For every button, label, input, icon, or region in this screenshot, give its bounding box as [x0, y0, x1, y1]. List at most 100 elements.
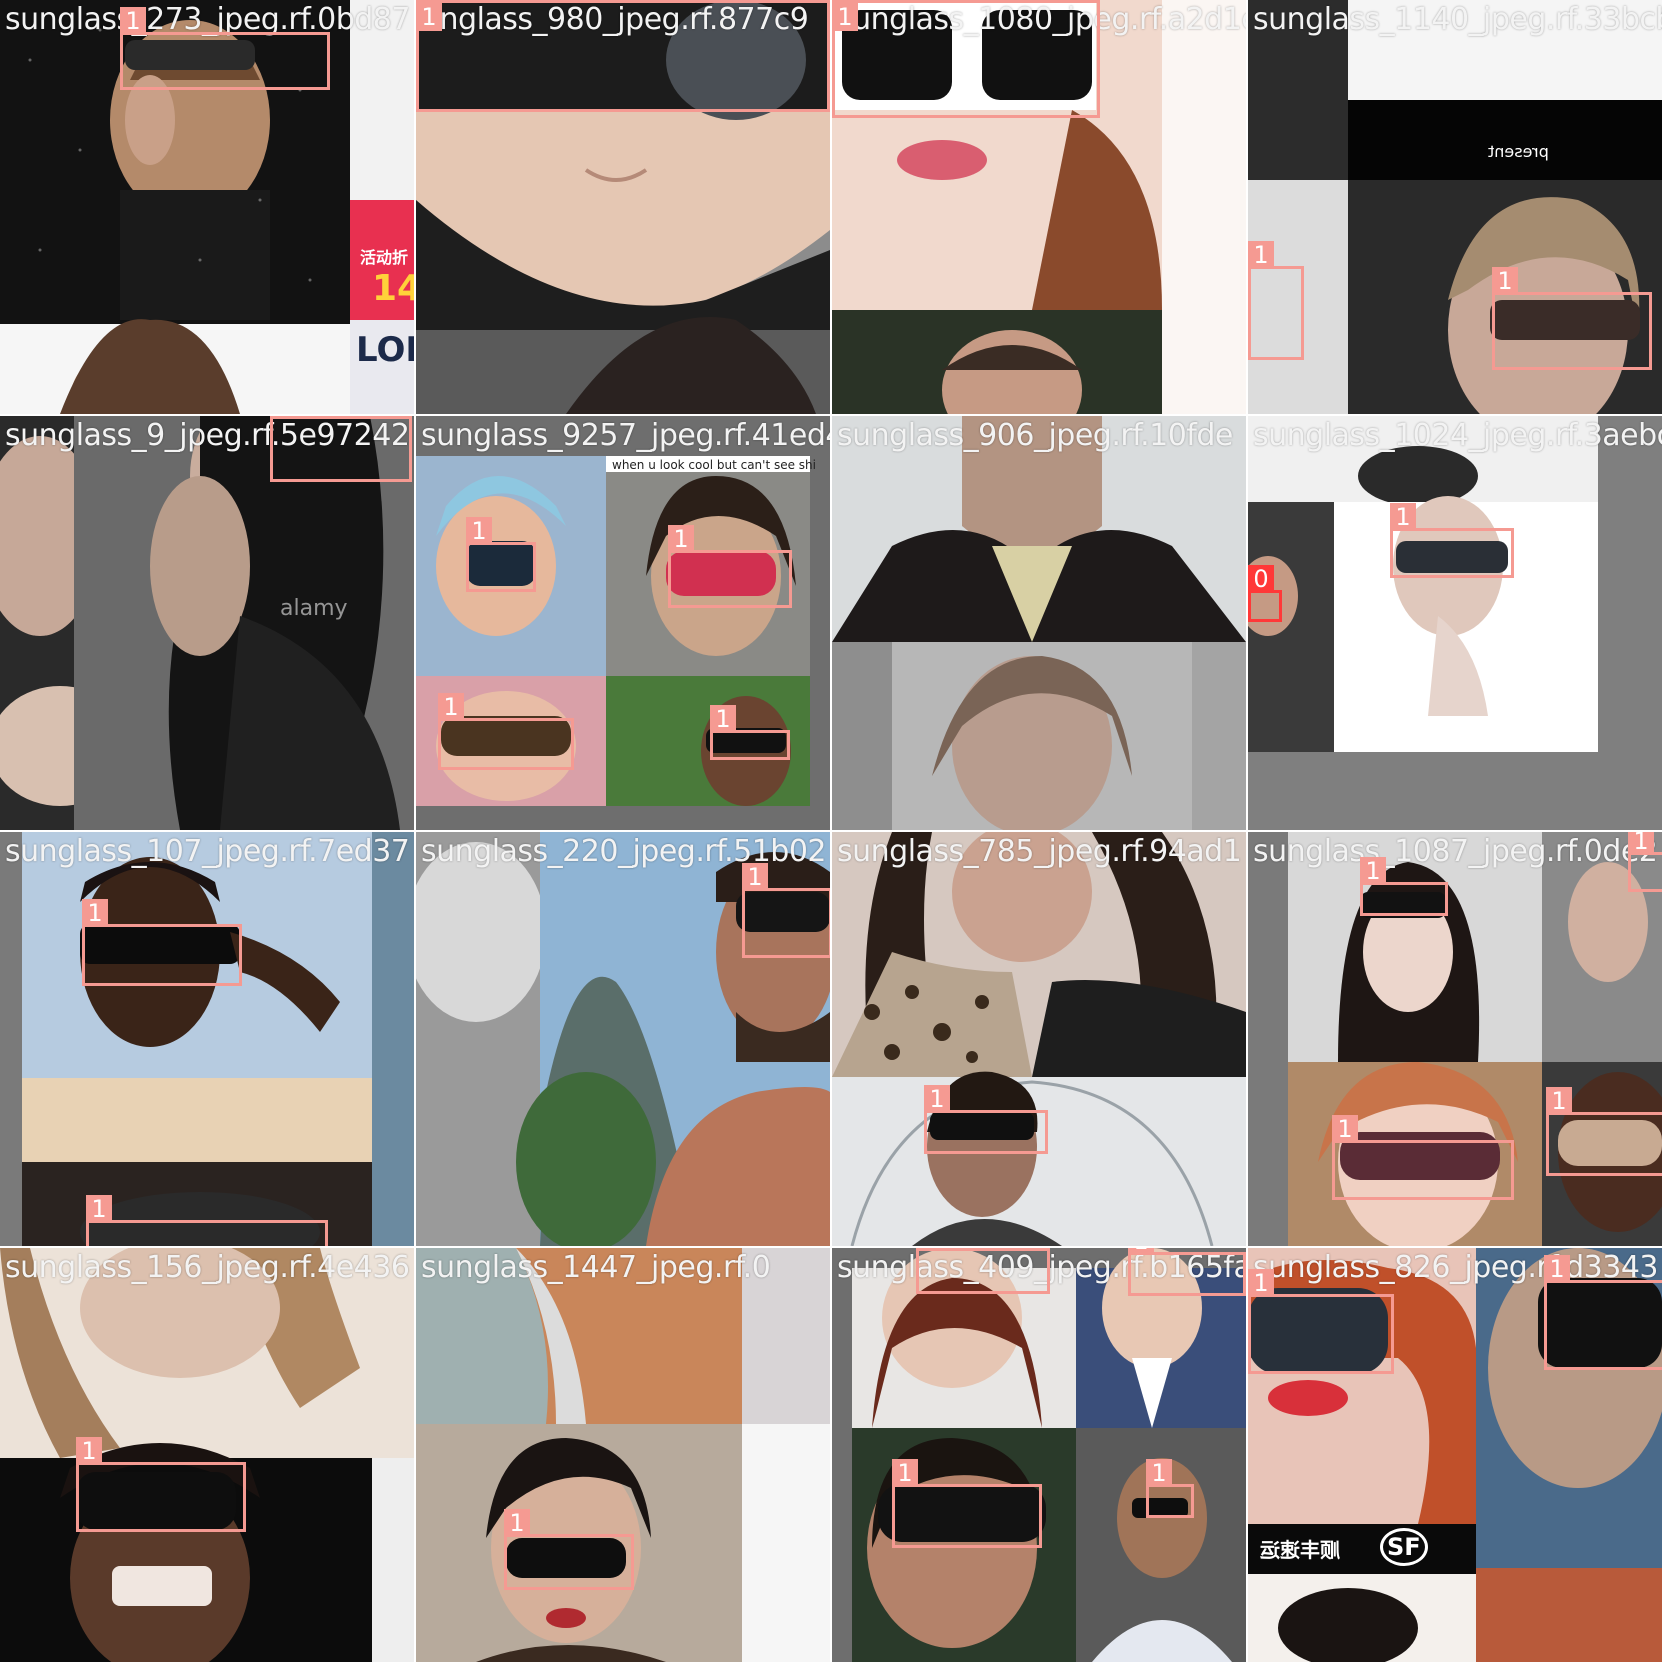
sunglasses-bbox: 1 [270, 416, 412, 482]
photo-man-white-background-sunglasses [1248, 416, 1662, 830]
tile-6: when u look cool but can't see shi sungl… [414, 414, 832, 832]
class-label: 1 [1248, 241, 1274, 269]
sunglasses-bbox: 1 [1492, 267, 1652, 370]
sunglasses-bbox: 1 [1146, 1459, 1194, 1518]
tile-filename: sunglass_409_jpeg.rf.b165fa23b [837, 1250, 1246, 1285]
watermark-text: alamy [280, 596, 348, 621]
sunglasses-bbox: 1 [1248, 1269, 1394, 1374]
tile-filename: sunglass_107_jpeg.rf.7ed37 [5, 834, 410, 869]
class-label: 1 [1248, 1269, 1274, 1297]
class-label: 1 [416, 3, 442, 31]
tile-filename: sunglass_826_jpeg.rf.d3343 [1253, 1250, 1659, 1285]
tile-8: sunglass_1024_jpeg.rf.3aebc 1 0 [1246, 414, 1664, 832]
tile-7: sunglass_906_jpeg.rf.10fde [830, 414, 1248, 832]
photo-man-grimacing-sunglasses [0, 1248, 414, 1662]
brand-text: LOK [356, 330, 414, 370]
sunglasses-bbox: 1 [466, 517, 536, 592]
sunglasses-bbox: 1 [1390, 503, 1514, 578]
class-label: 1 [270, 416, 296, 419]
tile-1: 活动折 14 LOK sunglass_273_jpeg.rf.0bd87 1 [0, 0, 416, 416]
tile-15: sunglass_409_jpeg.rf.b165fa23b 1 1 1 1 [830, 1246, 1248, 1664]
tile-14: sunglass_1447_jpeg.rf.0 1 [414, 1246, 832, 1664]
sunglasses-bbox: 1 [1360, 857, 1448, 916]
sunglasses-bbox: 1 [668, 525, 792, 608]
sunglasses-bbox: 1 [742, 863, 830, 958]
tile-2: unglass_980_jpeg.rf.877c9 1 [414, 0, 832, 416]
class-label: 1 [82, 899, 108, 927]
sunglasses-bbox: 1 [120, 7, 330, 90]
courier-logo: SF [1380, 1528, 1428, 1566]
photo-man-blond-sunglasses [1248, 0, 1662, 414]
class-label: 1 [1544, 1255, 1570, 1283]
class-label: 1 [1628, 832, 1654, 855]
sunglasses-bbox: 1 [76, 1437, 246, 1532]
sunglasses-bbox: 1 [82, 899, 242, 986]
photo-shirtless-man-mountain [416, 832, 830, 1246]
sunglasses-bbox: 1 [1332, 1115, 1514, 1200]
tile-filename: sunglass_1447_jpeg.rf.0 [421, 1250, 771, 1285]
photo-leopard-coat-and-man-sunglasses [832, 832, 1246, 1246]
sunglasses-bbox: 1 [416, 0, 830, 112]
glasses-bbox: 0 [1248, 565, 1282, 622]
photo-man-jacket-and-woman-cat-eye [416, 1248, 830, 1662]
class-label: 1 [1546, 1087, 1572, 1115]
class-label: 1 [438, 693, 464, 721]
class-label: 1 [1492, 267, 1518, 295]
class-label: 1 [466, 517, 492, 545]
sunglasses-bbox: 1 [1128, 1248, 1246, 1296]
tile-filename: sunglass_1140_jpeg.rf.33bcba [1253, 2, 1662, 37]
tile-filename: sunglass_1080_jpeg.rf.a2d1c [837, 2, 1246, 37]
class-label: 1 [1128, 1248, 1154, 1255]
photo-women-sunglasses-collage [1248, 832, 1662, 1246]
tile-12: sunglass_1087_jpeg.rf.0de2 1 1 1 1 [1246, 830, 1664, 1248]
class-label: 1 [892, 1459, 918, 1487]
class-label: 1 [668, 525, 694, 553]
promo-number: 14 [372, 268, 414, 309]
class-label: 1 [86, 1195, 112, 1223]
photo-man-sky-sunglasses [0, 832, 414, 1246]
tile-11: sunglass_785_jpeg.rf.94ad1 1 [830, 830, 1248, 1248]
sunglasses-bbox: 1 [438, 693, 574, 770]
courier-text: 顺丰速运 [1260, 1538, 1340, 1562]
photo-four-face-collage [832, 1248, 1246, 1662]
photo-young-man-closeup [416, 0, 830, 414]
tile-4: present sunglass_1140_jpeg.rf.33bcba 1 1 [1246, 0, 1664, 416]
class-label: 1 [120, 7, 146, 35]
mirrored-shirt-text: present [1488, 142, 1549, 161]
tile-13: sunglass_156_jpeg.rf.4e436 1 [0, 1246, 416, 1664]
photo-man-touching-sunglasses [0, 0, 414, 414]
class-label: 1 [742, 863, 768, 891]
tile-filename: sunglass_1087_jpeg.rf.0de2 [1253, 834, 1658, 869]
class-label: 1 [1390, 503, 1416, 531]
class-label: 1 [710, 705, 736, 733]
class-label: 1 [1332, 1115, 1358, 1143]
sunglasses-bbox: 1 [916, 1248, 1050, 1294]
class-label: 1 [1360, 857, 1386, 885]
sunglasses-bbox: 1 [1248, 241, 1304, 360]
photo-woman-leather-jacket [0, 416, 414, 830]
tile-5: alamy sunglass_9_jpeg.rf.5e97242 1 [0, 414, 416, 832]
tile-16: 顺丰速运 SF sunglass_826_jpeg.rf.d3343 1 1 [1246, 1246, 1664, 1664]
tile-filename: sunglass_273_jpeg.rf.0bd87 [5, 2, 410, 37]
sunglasses-bbox: 1 [832, 0, 1100, 118]
sunglasses-bbox: 1 [86, 1195, 328, 1246]
tile-filename: sunglass_156_jpeg.rf.4e436 [5, 1250, 410, 1285]
class-label: 1 [76, 1437, 102, 1465]
sunglasses-bbox: 1 [892, 1459, 1042, 1548]
sunglasses-bbox: 1 [710, 705, 790, 760]
tile-filename: sunglass_1024_jpeg.rf.3aebc [1253, 418, 1662, 453]
tile-9: sunglass_107_jpeg.rf.7ed37 1 1 [0, 830, 416, 1248]
photo-woman-white-frame-sunglasses [832, 0, 1246, 414]
sunglasses-bbox: 1 [504, 1509, 634, 1590]
tile-filename: sunglass_906_jpeg.rf.10fde [837, 418, 1233, 453]
class-label: 1 [916, 1248, 942, 1251]
sunglasses-bbox: 1 [924, 1085, 1048, 1154]
meme-caption: when u look cool but can't see shi [612, 458, 816, 472]
class-label: 0 [1248, 565, 1274, 593]
chinese-promo-text: 活动折 [360, 248, 409, 267]
tile-filename: sunglass_9_jpeg.rf.5e97242 [5, 418, 410, 453]
class-label: 1 [832, 3, 858, 31]
sunglasses-bbox: 1 [1546, 1087, 1662, 1176]
tile-filename: sunglass_785_jpeg.rf.94ad1 [837, 834, 1242, 869]
class-label: 1 [1146, 1459, 1172, 1487]
